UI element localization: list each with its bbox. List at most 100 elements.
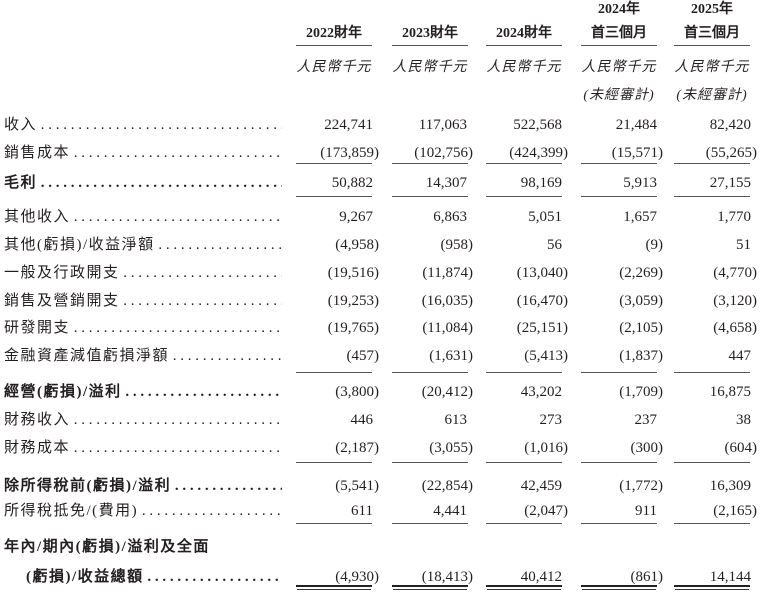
subtotal-underline <box>296 372 372 373</box>
header-underline <box>486 45 562 46</box>
row-value: 98,169 <box>520 175 562 191</box>
row-value: 16,309 <box>709 478 751 494</box>
row-value: 82,420 <box>709 117 751 133</box>
column-period: 首三個月 <box>684 26 740 41</box>
row-value: (18,413) <box>421 569 473 585</box>
row-value: 38 <box>736 412 751 428</box>
row-value: (1,837) <box>619 348 663 364</box>
row-label: 其他(虧損)/收益淨額 <box>4 236 282 254</box>
row-value: (16,470) <box>516 293 568 309</box>
row-value: (173,859) <box>320 145 379 161</box>
row-value: 6,863 <box>433 209 467 225</box>
row-value: 1,657 <box>623 209 657 225</box>
column-unit: 人民幣千元 <box>296 60 372 75</box>
column-unit: 人民幣千元 <box>674 60 750 75</box>
row-value: (1,772) <box>619 478 663 494</box>
row-value: (4,770) <box>713 265 757 281</box>
header-underline <box>296 45 372 46</box>
total-double-underline <box>392 585 468 588</box>
column-audit-note: (未經審計) <box>583 88 655 103</box>
subtotal-underline <box>581 523 657 524</box>
row-value: (9) <box>645 237 664 253</box>
row-label: 研發開支 <box>4 319 282 337</box>
column-unit: 人民幣千元 <box>486 60 562 75</box>
row-value: (604) <box>724 440 758 456</box>
row-value: (300) <box>630 440 664 456</box>
column-year: 2025年 <box>691 2 733 17</box>
row-value: 613 <box>444 412 468 428</box>
row-value: (3,800) <box>335 384 379 400</box>
row-value: 611 <box>351 503 373 519</box>
row-value: 4,441 <box>433 503 467 519</box>
row-value: (5,541) <box>335 478 379 494</box>
row-value: (3,059) <box>619 293 663 309</box>
row-value: (1,709) <box>619 384 663 400</box>
row-value: (55,265) <box>705 145 757 161</box>
row-label: 銷售成本 <box>4 144 282 162</box>
row-value: (4,958) <box>335 237 379 253</box>
row-value: (22,854) <box>421 478 473 494</box>
subtotal-underline <box>674 372 750 373</box>
row-value: (1,016) <box>524 440 568 456</box>
header-underline <box>674 45 750 46</box>
row-value: 9,267 <box>339 209 373 225</box>
row-value: 117,063 <box>418 117 467 133</box>
subtotal-underline <box>296 523 372 524</box>
row-value: 14,144 <box>709 569 751 585</box>
row-value: 43,202 <box>520 384 562 400</box>
row-label: 年內/期內(虧損)/溢利及全面 <box>4 539 210 555</box>
row-value: 224,741 <box>324 117 373 133</box>
row-value: (861) <box>630 569 664 585</box>
row-value: 5,913 <box>623 175 657 191</box>
row-value: (2,105) <box>619 320 663 336</box>
row-value: (3,120) <box>713 293 757 309</box>
row-value: (2,165) <box>713 503 757 519</box>
subtotal-underline <box>486 462 562 463</box>
row-label: 除所得稅前(虧損)/溢利 <box>4 477 282 495</box>
row-value: 447 <box>728 348 752 364</box>
subtotal-underline <box>296 163 372 164</box>
row-value: (25,151) <box>516 320 568 336</box>
subtotal-underline <box>674 196 750 197</box>
subtotal-underline <box>486 163 562 164</box>
row-value: 14,307 <box>425 175 467 191</box>
column-period: 2022財年 <box>306 26 362 41</box>
row-value: 56 <box>547 237 562 253</box>
row-label: 財務成本 <box>4 439 282 457</box>
subtotal-underline <box>296 462 372 463</box>
row-label: 收入 <box>4 116 282 134</box>
row-value: (19,516) <box>327 265 379 281</box>
column-period: 2024財年 <box>496 26 552 41</box>
row-label: 經營(虧損)/溢利 <box>4 383 282 401</box>
row-value: 911 <box>635 503 657 519</box>
row-value: (13,040) <box>516 265 568 281</box>
subtotal-underline <box>392 163 468 164</box>
row-label: 其他收入 <box>4 208 282 226</box>
row-value: 16,875 <box>709 384 751 400</box>
row-value: (11,084) <box>422 320 473 336</box>
row-value: (15,571) <box>611 145 663 161</box>
total-double-underline <box>296 585 372 588</box>
row-label: 銷售及營銷開支 <box>4 292 282 310</box>
row-value: 237 <box>634 412 658 428</box>
subtotal-underline <box>486 372 562 373</box>
row-value: (2,047) <box>524 503 568 519</box>
subtotal-underline <box>296 196 372 197</box>
row-value: 42,459 <box>520 478 562 494</box>
row-label: 毛利 <box>4 174 282 192</box>
column-unit: 人民幣千元 <box>581 60 657 75</box>
row-value: (19,765) <box>327 320 379 336</box>
row-value: (5,413) <box>524 348 568 364</box>
row-value: 21,484 <box>615 117 657 133</box>
row-value: (958) <box>440 237 474 253</box>
subtotal-underline <box>486 196 562 197</box>
column-unit: 人民幣千元 <box>392 60 468 75</box>
subtotal-underline <box>392 523 468 524</box>
column-period: 首三個月 <box>591 26 647 41</box>
subtotal-underline <box>674 163 750 164</box>
row-value: 1,770 <box>717 209 751 225</box>
row-value: (2,187) <box>335 440 379 456</box>
row-value: (16,035) <box>421 293 473 309</box>
row-value: 40,412 <box>520 569 562 585</box>
total-double-underline <box>581 585 657 588</box>
